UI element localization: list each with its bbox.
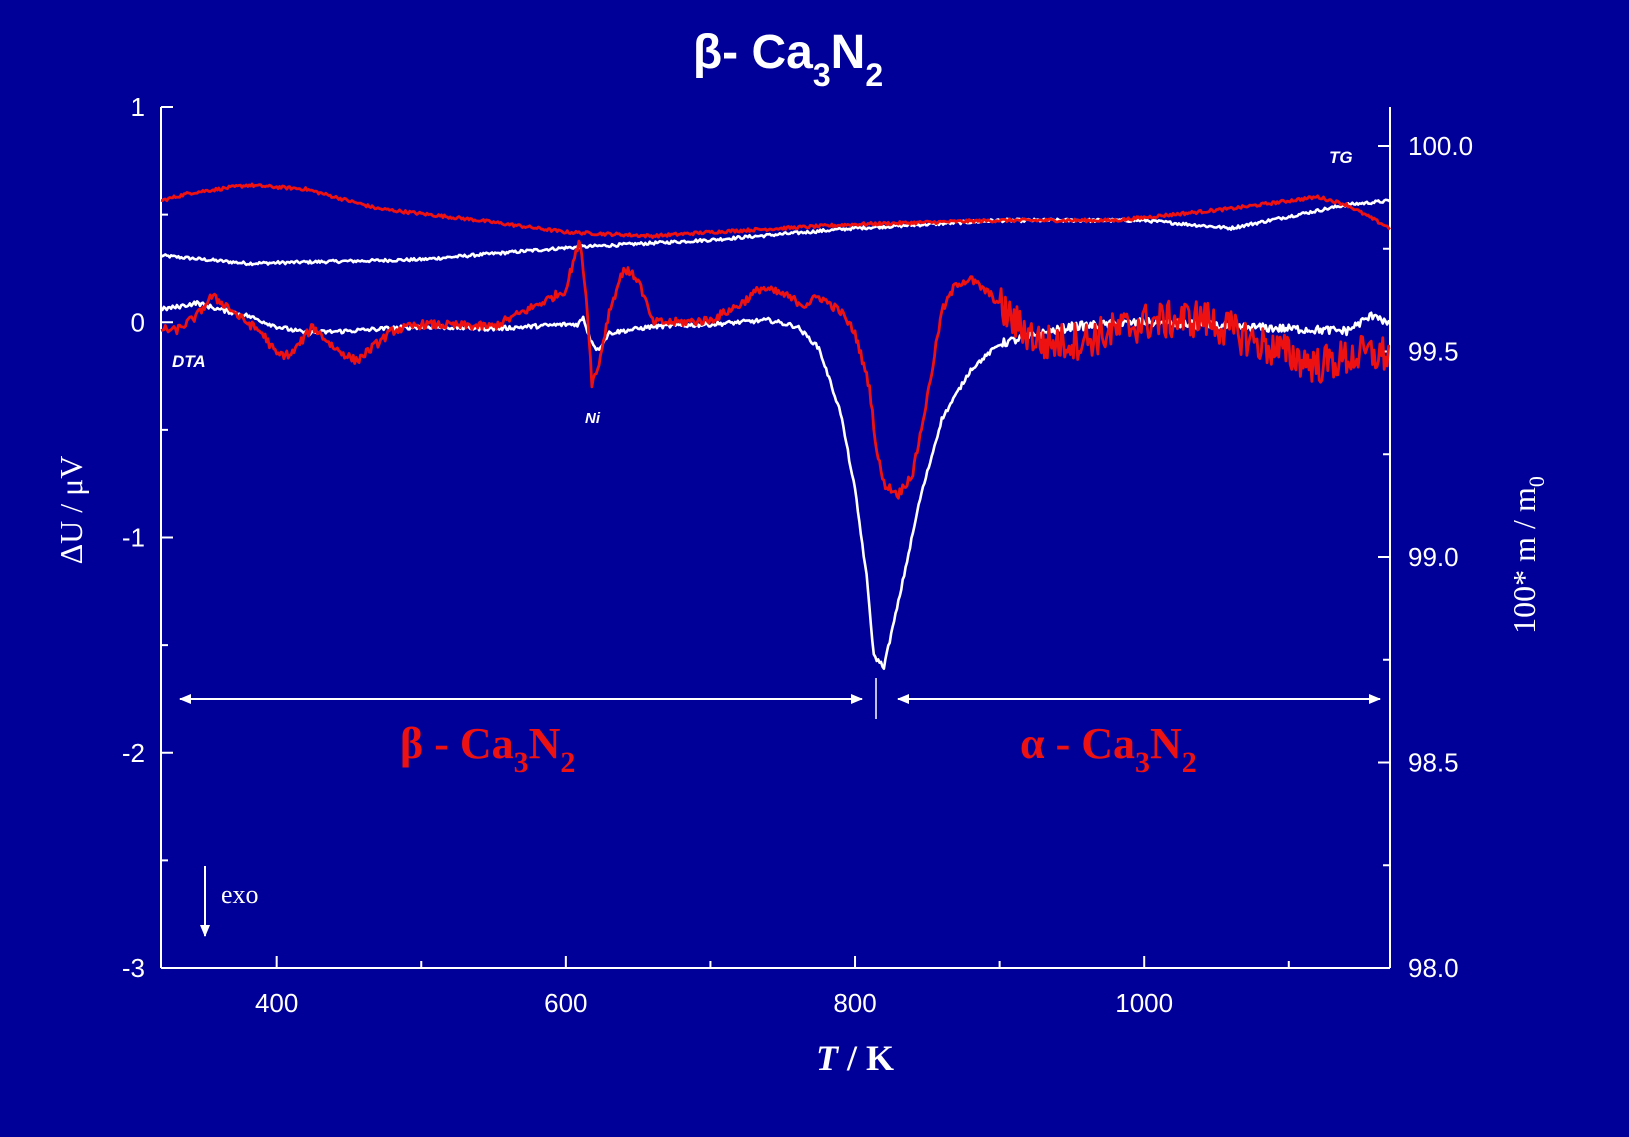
alpha-greek: α [1020,719,1045,768]
beta-sub1: 3 [514,746,529,779]
x-tick-label: 400 [255,988,298,1018]
y-right-tick-label: 98.0 [1408,953,1459,983]
beta-text: - Ca [423,719,513,768]
phase-arrows [179,678,1381,719]
y-left-tick-label: -2 [122,738,145,768]
y-right-tick-label: 98.5 [1408,748,1459,778]
y-left-tick-label: 1 [131,92,145,122]
dta-curve [159,300,1392,670]
beta-sub2: 2 [560,746,575,779]
title-sub1: 3 [813,57,831,93]
y-right-tick-label: 99.0 [1408,542,1459,572]
beta-phase-label: β - Ca3N2 [400,719,575,779]
x-tick-label: 800 [833,988,876,1018]
tg-curve [160,182,1391,239]
x-axis-label-italic: T [816,1038,840,1078]
y-right-label-main: 100* m / m [1506,487,1542,634]
series [159,182,1392,670]
y-right-tick-label: 99.5 [1408,337,1459,367]
title-mid: N [831,26,866,79]
dta-label: DTA [172,352,206,371]
title-sub2: 2 [865,57,883,93]
y-left-axis-label: ΔU / μV [53,456,89,565]
y-right-axis-label: 100* m / m0 [1506,476,1549,634]
title-main: β- Ca [693,26,813,79]
ni-label: Ni [585,410,601,427]
y-left-tick-label: -3 [122,953,145,983]
beta-mid: N [529,719,561,768]
x-axis-label: T / K [816,1038,894,1078]
alpha-text: - Ca [1045,719,1135,768]
y-right-tick-label: 100.0 [1408,131,1473,161]
alpha-sub1: 3 [1135,746,1150,779]
exo-indicator: exo [200,866,259,937]
alpha-sub2: 2 [1182,746,1197,779]
y-left-tick-label: -1 [122,523,145,553]
x-axis-label-rest: / K [838,1038,894,1078]
tg-curve [160,198,1391,267]
tg-label: TG [1329,148,1353,167]
dta-curve [160,239,1391,500]
y-right-label-sub: 0 [1524,476,1549,487]
chart-title: β- Ca3N2 [693,26,883,93]
y-left-tick-label: 0 [131,307,145,337]
ticks: 400 600 800 1000 -3 -2 -1 0 1 98.0 98.5 99.0 99.5 100… [122,92,1473,1018]
x-tick-label: 600 [544,988,587,1018]
beta-greek: β [400,719,423,768]
exo-label: exo [221,880,259,909]
alpha-phase-label: α - Ca3N2 [1020,719,1197,779]
alpha-mid: N [1150,719,1182,768]
x-tick-label: 1000 [1115,988,1173,1018]
